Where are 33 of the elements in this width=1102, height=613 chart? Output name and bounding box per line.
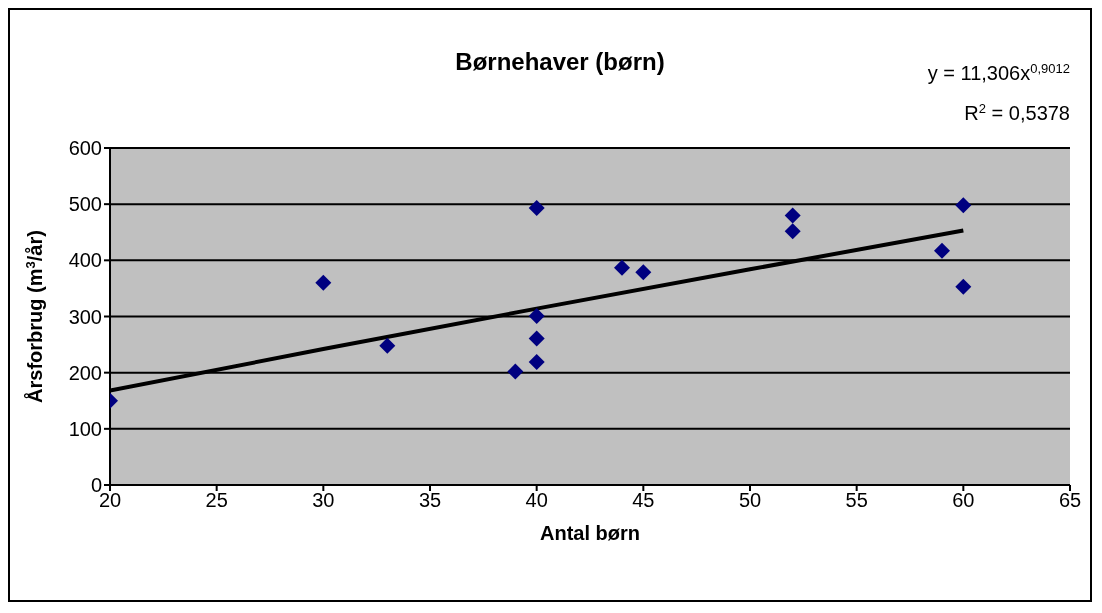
y-tick-label: 100 <box>68 417 102 440</box>
text: y = 11,306x$^{0,9012}$ <box>927 60 1070 84</box>
x-tick-label: 45 <box>632 489 655 512</box>
x-axis-title: Antal børn <box>540 522 640 544</box>
point <box>315 274 332 291</box>
x-tick-label: 35 <box>418 489 442 512</box>
x-tick-label: 40 <box>525 489 548 512</box>
point <box>955 278 972 295</box>
point <box>379 337 396 354</box>
x-tick-label: 60 <box>952 489 975 512</box>
point <box>784 223 801 240</box>
point <box>934 242 950 259</box>
x-tick-label: 30 <box>312 489 335 512</box>
x-tick-label: 50 <box>738 489 762 512</box>
x-tick-label: 55 <box>845 489 868 512</box>
point <box>528 307 545 324</box>
point <box>528 330 545 347</box>
point <box>635 264 652 281</box>
text: R$^{2}$ = 0,5378 <box>964 100 1070 124</box>
point <box>955 197 972 214</box>
point <box>528 200 545 217</box>
y-tick-label: 400 <box>68 249 102 272</box>
y-tick-label: 200 <box>68 361 102 384</box>
y-tick-label: 500 <box>68 193 102 216</box>
y-tick-label: 300 <box>68 305 102 328</box>
point <box>784 207 801 224</box>
point <box>507 363 524 380</box>
chart-title: Børnehaver (børn) <box>455 48 665 75</box>
point <box>614 259 630 276</box>
point <box>528 354 545 370</box>
y-tick-label: 600 <box>68 137 102 160</box>
x-tick-label: 65 <box>1058 489 1082 512</box>
x-tick-label: 25 <box>205 489 228 512</box>
